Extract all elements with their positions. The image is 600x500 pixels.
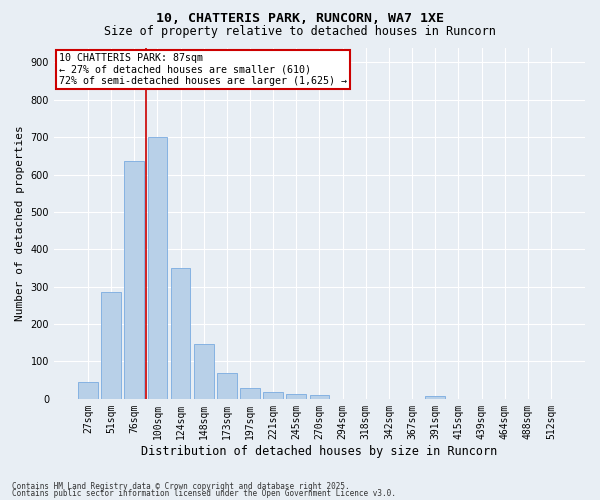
Text: Contains public sector information licensed under the Open Government Licence v3: Contains public sector information licen… <box>12 489 396 498</box>
Bar <box>240 388 260 399</box>
Bar <box>286 394 306 399</box>
Bar <box>78 382 98 399</box>
Bar <box>425 396 445 399</box>
Bar <box>194 344 214 399</box>
Bar <box>101 292 121 399</box>
Text: 10, CHATTERIS PARK, RUNCORN, WA7 1XE: 10, CHATTERIS PARK, RUNCORN, WA7 1XE <box>156 12 444 26</box>
Bar <box>217 372 236 399</box>
Text: Contains HM Land Registry data © Crown copyright and database right 2025.: Contains HM Land Registry data © Crown c… <box>12 482 350 491</box>
Bar <box>124 162 144 399</box>
Bar <box>310 395 329 399</box>
Bar <box>170 268 190 399</box>
Y-axis label: Number of detached properties: Number of detached properties <box>15 126 25 321</box>
Text: Size of property relative to detached houses in Runcorn: Size of property relative to detached ho… <box>104 25 496 38</box>
Bar <box>263 392 283 399</box>
Text: 10 CHATTERIS PARK: 87sqm
← 27% of detached houses are smaller (610)
72% of semi-: 10 CHATTERIS PARK: 87sqm ← 27% of detach… <box>59 53 347 86</box>
Bar <box>148 137 167 399</box>
X-axis label: Distribution of detached houses by size in Runcorn: Distribution of detached houses by size … <box>142 444 497 458</box>
